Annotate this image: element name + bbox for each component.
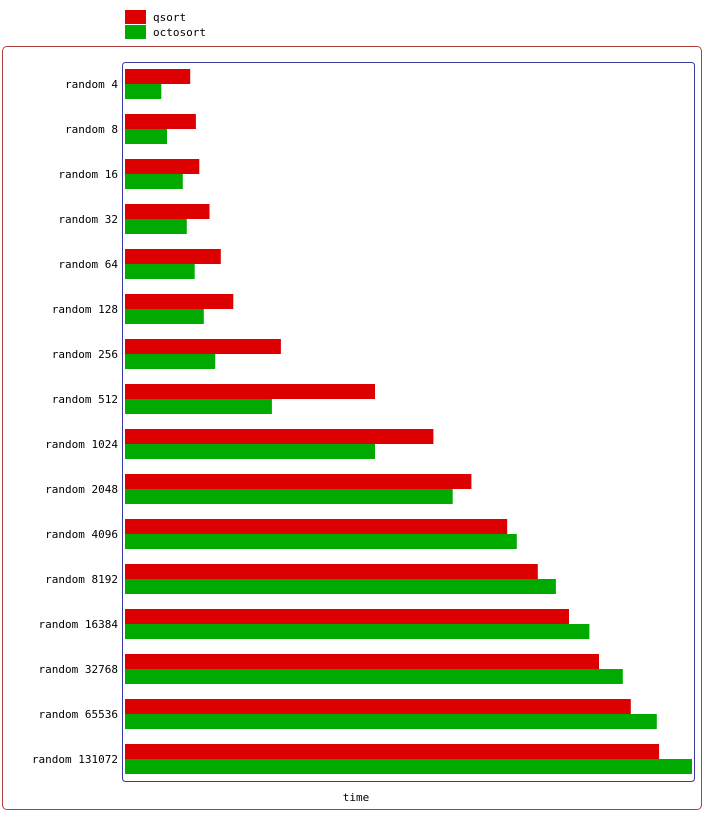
tick-label-random-8: random 8 <box>65 123 118 136</box>
bar-octosort-random-4096 <box>125 534 517 549</box>
bar-octosort-random-8 <box>125 129 167 144</box>
tick-label-random-16: random 16 <box>58 168 118 181</box>
bar-octosort-random-65536 <box>125 714 657 729</box>
bar-octosort-random-8192 <box>125 579 556 594</box>
bar-qsort-random-1024 <box>125 429 433 444</box>
bar-qsort-random-16 <box>125 159 199 174</box>
bar-octosort-random-16384 <box>125 624 589 639</box>
tick-label-random-128: random 128 <box>52 303 118 316</box>
bar-qsort-random-8 <box>125 114 196 129</box>
tick-label-random-512: random 512 <box>52 393 118 406</box>
tick-label-random-32: random 32 <box>58 213 118 226</box>
tick-label-random-1024: random 1024 <box>45 438 118 451</box>
bar-qsort-random-64 <box>125 249 221 264</box>
bar-qsort-random-131072 <box>125 744 659 759</box>
tick-label-random-4096: random 4096 <box>45 528 118 541</box>
bar-octosort-random-131072 <box>125 759 692 774</box>
bar-qsort-random-4096 <box>125 519 507 534</box>
bar-octosort-random-512 <box>125 399 272 414</box>
bar-qsort-random-32768 <box>125 654 599 669</box>
x-axis-label: time <box>343 791 370 804</box>
tick-label-random-8192: random 8192 <box>45 573 118 586</box>
tick-label-random-2048: random 2048 <box>45 483 118 496</box>
tick-label-random-32768: random 32768 <box>39 663 118 676</box>
tick-label-random-131072: random 131072 <box>32 753 118 766</box>
bar-octosort-random-128 <box>125 309 204 324</box>
bar-qsort-random-2048 <box>125 474 471 489</box>
bar-octosort-random-64 <box>125 264 195 279</box>
tick-label-random-256: random 256 <box>52 348 118 361</box>
tick-label-random-16384: random 16384 <box>39 618 119 631</box>
bar-qsort-random-4 <box>125 69 190 84</box>
tick-label-random-64: random 64 <box>58 258 118 271</box>
bar-octosort-random-256 <box>125 354 215 369</box>
bar-qsort-random-16384 <box>125 609 569 624</box>
category-tick-labels: random 4 random 8 random 16 random 32 random… <box>32 78 118 766</box>
bar-octosort-random-1024 <box>125 444 375 459</box>
bar-qsort-random-256 <box>125 339 281 354</box>
bar-qsort-random-65536 <box>125 699 631 714</box>
bar-qsort-random-8192 <box>125 564 538 579</box>
bar-qsort-random-128 <box>125 294 233 309</box>
bar-octosort-random-32768 <box>125 669 623 684</box>
bar-qsort-random-512 <box>125 384 375 399</box>
bar-octosort-random-4 <box>125 84 161 99</box>
tick-label-random-4: random 4 <box>65 78 118 91</box>
bars-group <box>125 69 692 774</box>
bar-octosort-random-32 <box>125 219 187 234</box>
tick-label-random-65536: random 65536 <box>39 708 118 721</box>
bar-octosort-random-2048 <box>125 489 453 504</box>
bar-octosort-random-16 <box>125 174 183 189</box>
bar-qsort-random-32 <box>125 204 210 219</box>
